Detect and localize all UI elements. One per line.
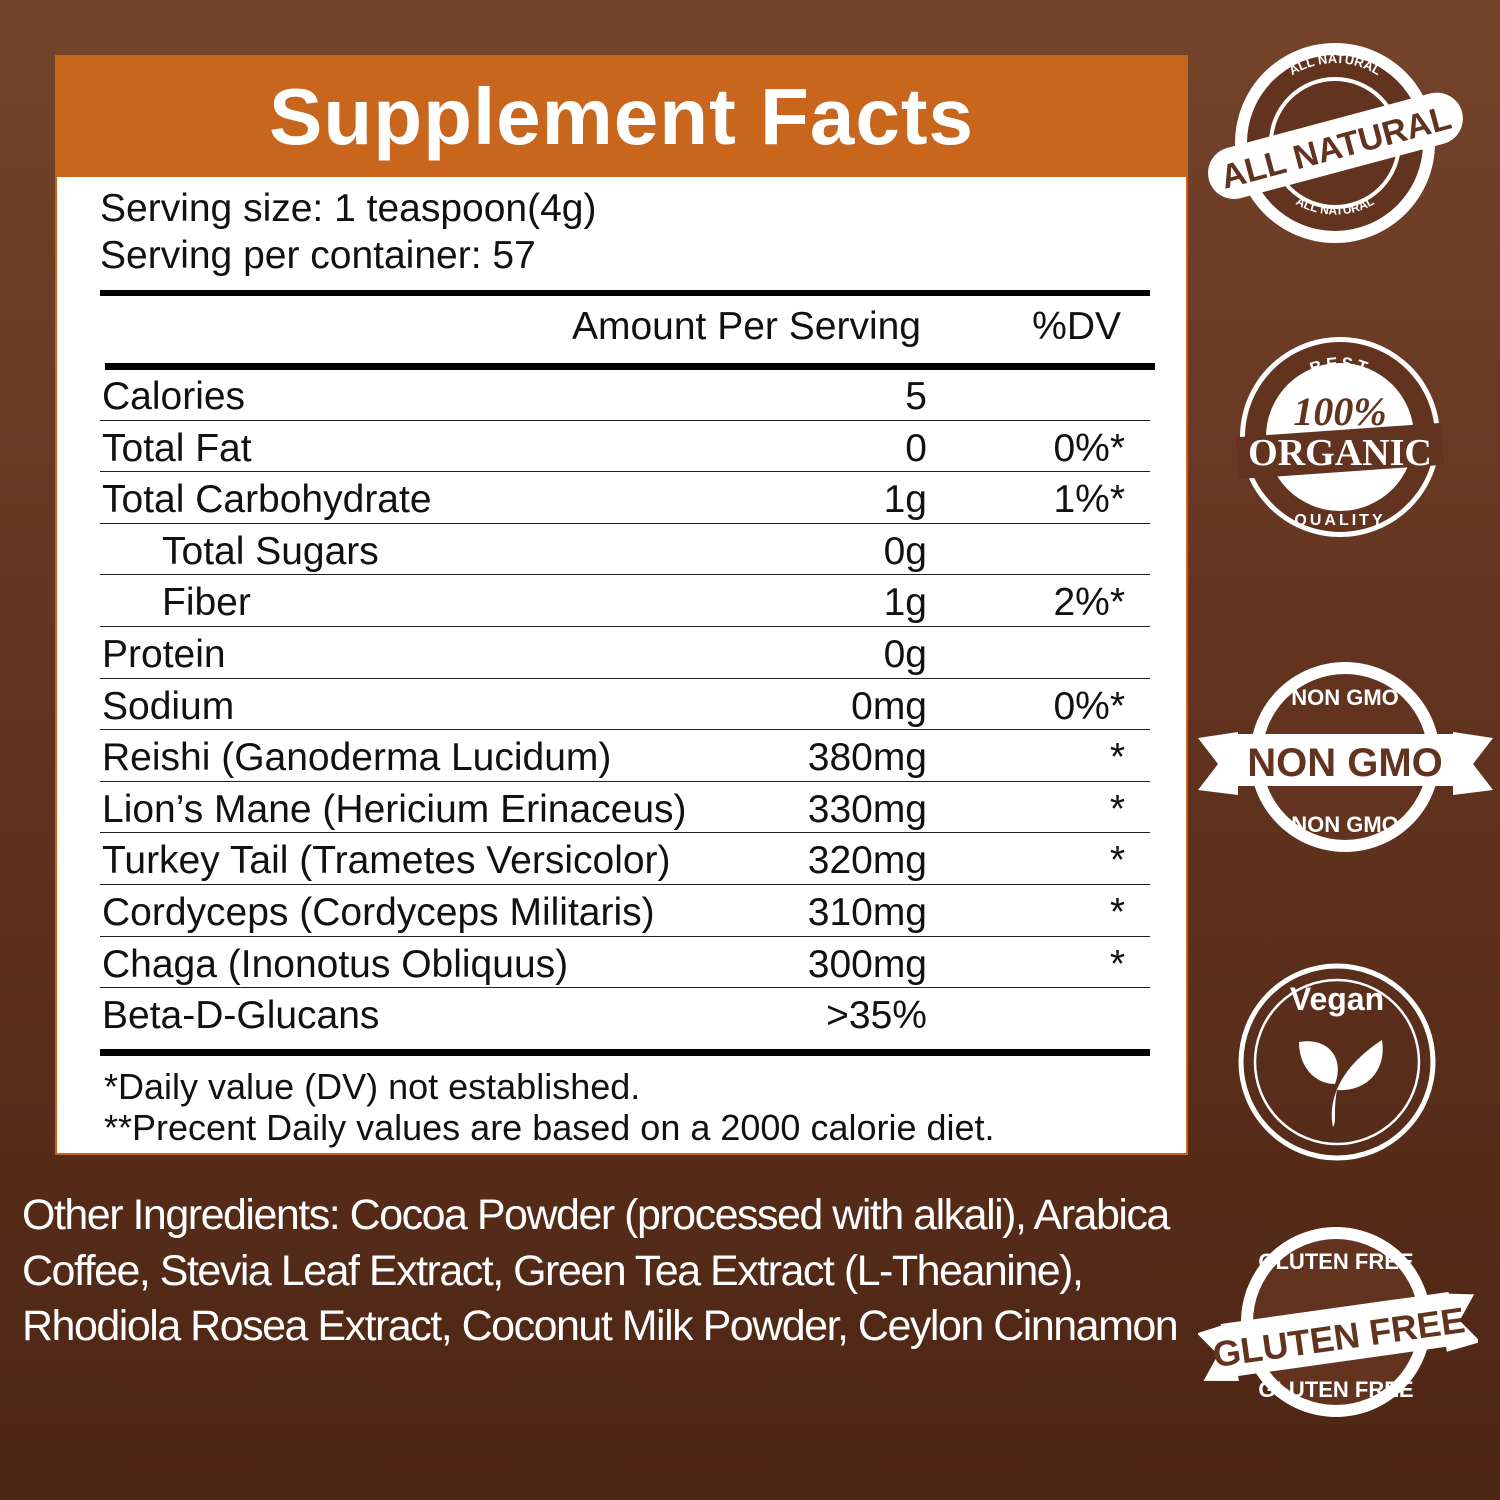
nutrient-dv: 0%* (1053, 684, 1125, 728)
gluten-free-badge: GLUTEN FREE GLUTEN FREE GLUTEN FREE (1198, 1227, 1478, 1417)
nutrient-label: Total Sugars (162, 529, 379, 573)
nutrient-amount: 1g (883, 581, 927, 625)
organic-badge: BEST 100% ORGANIC QUALITY (1235, 337, 1445, 537)
nutrient-amount: 0 (905, 426, 927, 470)
table-row: Reishi (Ganoderma Lucidum) 380mg * (100, 730, 1150, 782)
nutrient-dv: * (1109, 787, 1125, 831)
nutrient-label: Total Fat (102, 426, 252, 470)
nutrient-label: Beta-D-Glucans (102, 994, 380, 1038)
nutrient-label: Calories (102, 375, 246, 418)
nutrient-dv: * (1109, 942, 1125, 986)
nutrient-dv: * (1109, 736, 1125, 780)
svg-text:100%: 100% (1293, 389, 1386, 434)
svg-text:ORGANIC: ORGANIC (1248, 432, 1432, 474)
table-row: Fiber 1g 2%* (100, 575, 1150, 627)
table-row: Protein 0g (100, 627, 1150, 679)
nutrient-label: Total Carbohydrate (102, 478, 432, 522)
column-dv: %DV (1032, 305, 1121, 348)
nutrient-dv: 0%* (1053, 426, 1125, 470)
table-row: Lion’s Mane (Hericium Erinaceus) 330mg * (100, 782, 1150, 834)
nutrient-label: Reishi (Ganoderma Lucidum) (102, 736, 612, 780)
nutrient-amount: 0mg (851, 684, 927, 728)
svg-text:GLUTEN FREE: GLUTEN FREE (1258, 1249, 1413, 1274)
svg-text:NON GMO: NON GMO (1291, 685, 1399, 710)
nutrient-dv: * (1109, 890, 1125, 934)
table-row: Total Carbohydrate 1g 1%* (100, 472, 1150, 524)
nutrient-dv: * (1109, 839, 1125, 883)
nutrient-label: Lion’s Mane (Hericium Erinaceus) (102, 787, 687, 831)
footnote-calories: **Precent Daily values are based on a 20… (104, 1107, 995, 1148)
column-amount: Amount Per Serving (571, 305, 921, 348)
divider-thick (105, 363, 1155, 370)
nutrient-amount: 380mg (807, 736, 927, 780)
nutrient-amount: 5 (905, 375, 927, 418)
nutrient-amount: 1g (883, 478, 927, 522)
nutrient-dv: 2%* (1053, 581, 1125, 625)
leaf-icon (1299, 1040, 1383, 1127)
nutrient-amount: 300mg (807, 942, 927, 986)
table-row: Total Sugars 0g (100, 524, 1150, 576)
table-row: Calories 5 (100, 369, 1150, 421)
table-row: Total Fat 0 0%* (100, 421, 1150, 473)
table-row: Sodium 0mg 0%* (100, 679, 1150, 731)
nutrient-label: Sodium (102, 684, 235, 728)
table-row: Chaga (Inonotus Obliquus) 300mg * (100, 937, 1150, 989)
supplement-facts-panel: Supplement Facts Serving size: 1 teaspoo… (55, 55, 1188, 1155)
vegan-badge: Vegan (1238, 963, 1436, 1161)
nutrient-label: Chaga (Inonotus Obliquus) (102, 942, 569, 986)
nutrient-amount: 0g (883, 529, 927, 573)
nutrient-amount: 310mg (807, 890, 927, 934)
svg-text:GLUTEN FREE: GLUTEN FREE (1258, 1377, 1413, 1402)
divider-thick (100, 290, 1150, 296)
table-row: Beta-D-Glucans >35% (100, 988, 1150, 1039)
svg-text:QUALITY: QUALITY (1294, 512, 1385, 529)
other-ingredients: Other Ingredients: Cocoa Powder (process… (22, 1191, 1179, 1350)
nutrient-label: Protein (102, 632, 226, 676)
table-row: Turkey Tail (Trametes Versicolor) 320mg * (100, 833, 1150, 885)
nutrient-label: Fiber (162, 581, 251, 625)
nutrient-label: Cordyceps (Cordyceps Militaris) (102, 890, 655, 934)
svg-text:NON GMO: NON GMO (1291, 812, 1399, 837)
nutrient-amount: 320mg (807, 839, 927, 883)
all-natural-badge: ALL NATURAL ALL NATURAL ALL NATURAL (1208, 43, 1463, 243)
nutrient-label: Turkey Tail (Trametes Versicolor) (102, 839, 671, 883)
footnote-dv: *Daily value (DV) not established. (104, 1066, 641, 1107)
servings-per-container: Serving per container: 57 (100, 234, 536, 277)
table-row: Cordyceps (Cordyceps Militaris) 310mg * (100, 885, 1150, 937)
svg-text:NON GMO: NON GMO (1247, 741, 1443, 785)
non-gmo-badge: NON GMO NON GMO NON GMO (1198, 662, 1493, 852)
nutrient-amount: 330mg (807, 787, 927, 831)
nutrient-table: Calories 5 Total Fat 0 0%* Total Carbohydrate… (100, 369, 1150, 1039)
nutrient-amount: >35% (826, 994, 927, 1038)
divider-thick (100, 1049, 1150, 1056)
panel-title: Supplement Facts (57, 57, 1186, 177)
nutrient-amount: 0g (883, 632, 927, 676)
nutrient-dv: 1%* (1053, 478, 1125, 522)
serving-size: Serving size: 1 teaspoon(4g) (100, 187, 597, 230)
svg-text:Vegan: Vegan (1290, 981, 1384, 1017)
